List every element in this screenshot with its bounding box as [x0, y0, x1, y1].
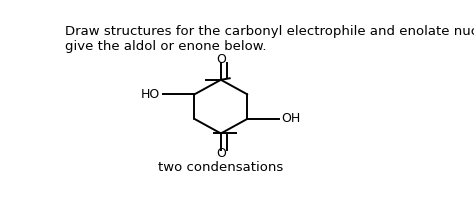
Text: Draw structures for the carbonyl electrophile and enolate nucleophile that react: Draw structures for the carbonyl electro… [65, 25, 474, 53]
Text: O: O [216, 147, 226, 160]
Text: OH: OH [282, 112, 301, 125]
Text: O: O [216, 53, 226, 66]
Text: two condensations: two condensations [158, 161, 283, 174]
Text: HO: HO [141, 88, 160, 101]
